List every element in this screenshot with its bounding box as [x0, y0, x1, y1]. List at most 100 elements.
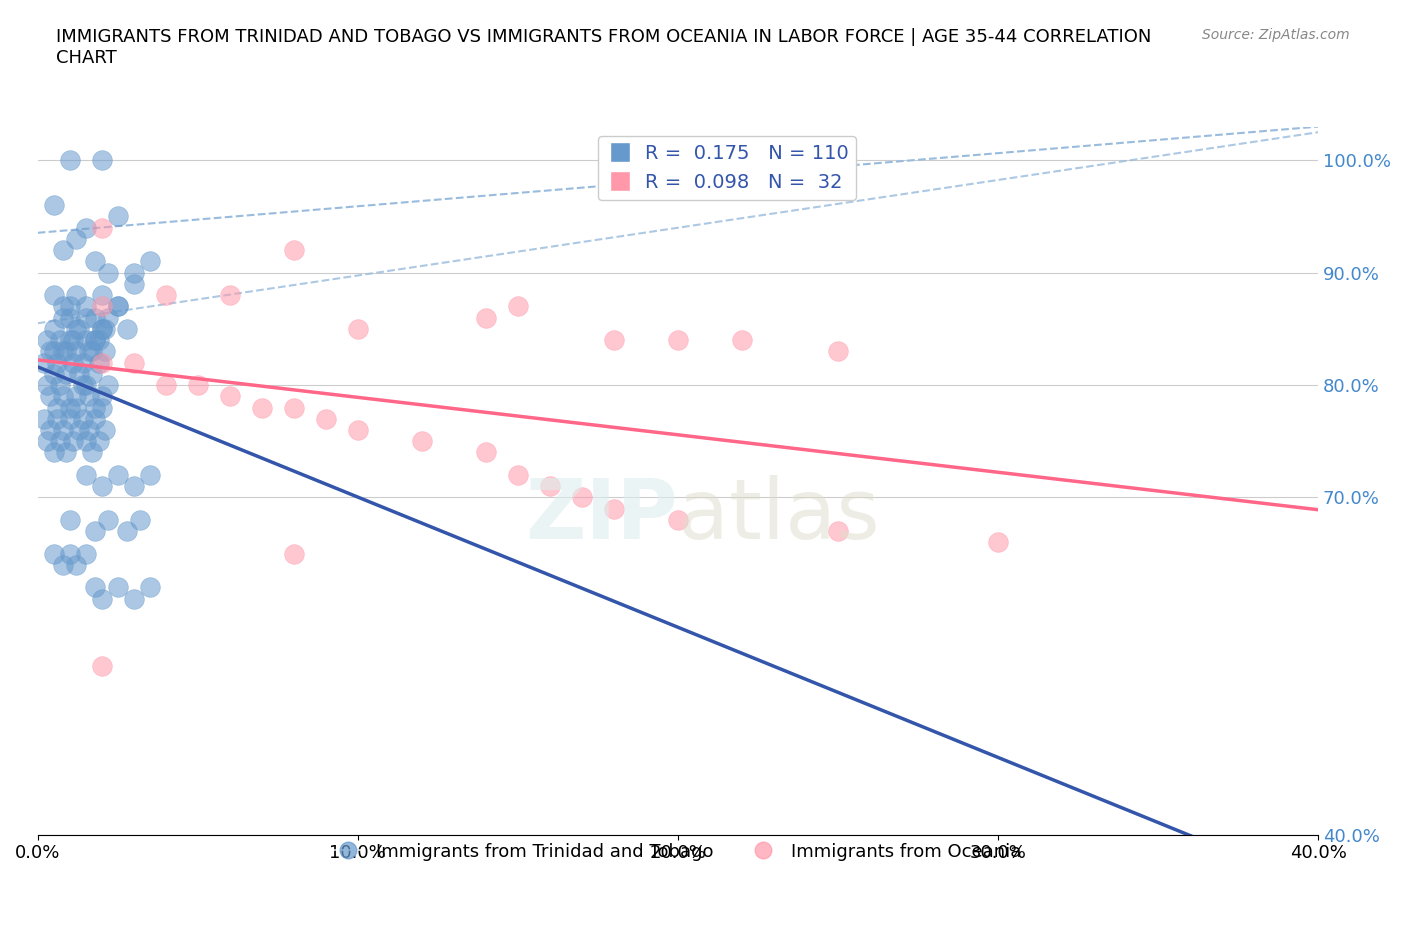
- Point: [94, 422, 117, 437]
- Point: [52, 389, 75, 404]
- Point: [87, 333, 110, 348]
- Point: [59, 400, 82, 415]
- Point: [82, 366, 104, 381]
- Point: [39, 422, 62, 437]
- Point: [90, 299, 112, 313]
- Point: [84, 400, 107, 415]
- Point: [90, 658, 112, 673]
- Text: IMMIGRANTS FROM TRINIDAD AND TOBAGO VS IMMIGRANTS FROM OCEANIA IN LABOR FORCE | : IMMIGRANTS FROM TRINIDAD AND TOBAGO VS I…: [56, 28, 1152, 67]
- Point: [90, 479, 112, 494]
- Point: [84, 580, 107, 595]
- Point: [90, 153, 112, 167]
- Point: [82, 344, 104, 359]
- Point: [90, 287, 112, 302]
- Point: [75, 546, 97, 561]
- Point: [67, 366, 90, 381]
- Point: [45, 411, 67, 426]
- Point: [155, 287, 177, 302]
- Point: [75, 220, 97, 235]
- Point: [87, 355, 110, 370]
- Point: [122, 265, 145, 280]
- Point: [32, 411, 55, 426]
- Point: [218, 287, 240, 302]
- Point: [122, 591, 145, 606]
- Point: [52, 557, 75, 572]
- Point: [84, 333, 107, 348]
- Point: [117, 322, 139, 337]
- Point: [59, 411, 82, 426]
- Point: [90, 591, 112, 606]
- Point: [475, 311, 498, 325]
- Point: [107, 299, 129, 313]
- Text: Source: ZipAtlas.com: Source: ZipAtlas.com: [1202, 28, 1350, 42]
- Point: [475, 445, 498, 460]
- Point: [827, 524, 849, 538]
- Point: [59, 333, 82, 348]
- Point: [52, 344, 75, 359]
- Point: [603, 333, 626, 348]
- Point: [283, 546, 305, 561]
- Point: [55, 366, 77, 381]
- Point: [75, 311, 97, 325]
- Point: [94, 344, 117, 359]
- Point: [65, 344, 87, 359]
- Text: atlas: atlas: [678, 475, 880, 556]
- Point: [506, 299, 529, 313]
- Point: [37, 433, 59, 448]
- Point: [107, 468, 129, 483]
- Point: [42, 344, 65, 359]
- Point: [538, 479, 561, 494]
- Point: [65, 232, 87, 246]
- Point: [55, 344, 77, 359]
- Point: [90, 322, 112, 337]
- Point: [52, 243, 75, 258]
- Point: [65, 557, 87, 572]
- Point: [75, 299, 97, 313]
- Point: [42, 198, 65, 213]
- Point: [250, 400, 273, 415]
- Point: [283, 243, 305, 258]
- Point: [77, 422, 100, 437]
- Point: [39, 344, 62, 359]
- Point: [75, 433, 97, 448]
- Point: [346, 322, 368, 337]
- Point: [42, 546, 65, 561]
- Point: [75, 468, 97, 483]
- Point: [59, 512, 82, 527]
- Point: [138, 254, 160, 269]
- Point: [42, 366, 65, 381]
- Point: [49, 433, 72, 448]
- Point: [506, 468, 529, 483]
- Point: [37, 333, 59, 348]
- Point: [84, 524, 107, 538]
- Point: [62, 333, 84, 348]
- Point: [32, 355, 55, 370]
- Point: [49, 333, 72, 348]
- Point: [59, 546, 82, 561]
- Point: [138, 468, 160, 483]
- Point: [84, 333, 107, 348]
- Point: [117, 524, 139, 538]
- Point: [346, 422, 368, 437]
- Point: [97, 311, 120, 325]
- Point: [72, 355, 94, 370]
- Point: [90, 389, 112, 404]
- Point: [62, 433, 84, 448]
- Point: [84, 311, 107, 325]
- Point: [411, 433, 433, 448]
- Point: [97, 265, 120, 280]
- Legend: Immigrants from Trinidad and Tobago, Immigrants from Oceania: Immigrants from Trinidad and Tobago, Imm…: [328, 835, 1029, 868]
- Point: [52, 422, 75, 437]
- Point: [129, 512, 152, 527]
- Point: [155, 378, 177, 392]
- Point: [52, 299, 75, 313]
- Point: [65, 389, 87, 404]
- Point: [62, 355, 84, 370]
- Point: [42, 445, 65, 460]
- Point: [59, 153, 82, 167]
- Point: [77, 389, 100, 404]
- Point: [97, 378, 120, 392]
- Point: [72, 378, 94, 392]
- Point: [107, 580, 129, 595]
- Point: [49, 378, 72, 392]
